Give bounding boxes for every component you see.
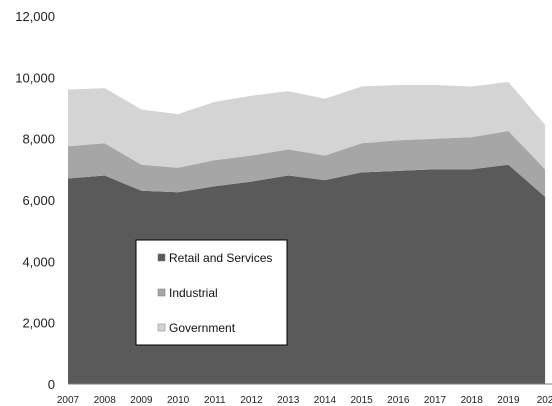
legend-label: Retail and Services <box>169 251 272 265</box>
y-tick-label: 8,000 <box>22 132 55 147</box>
x-tick-label: 2014 <box>314 395 337 406</box>
x-tick-label: 2011 <box>204 395 226 406</box>
legend-label: Government <box>169 321 236 335</box>
x-tick-label: 2019 <box>497 395 520 406</box>
y-tick-label: 10,000 <box>15 70 55 85</box>
y-tick-label: 12,000 <box>15 9 55 24</box>
x-tick-label: 2017 <box>424 395 447 406</box>
x-tick-label: 2007 <box>57 395 80 406</box>
legend-label: Industrial <box>169 286 218 300</box>
x-tick-label: 2015 <box>350 395 373 406</box>
y-tick-label: 6,000 <box>22 193 55 208</box>
legend-item-retail-and-services: Retail and Services <box>157 251 272 265</box>
chart-legend: Retail and Services Industrial Government <box>135 239 288 346</box>
legend-item-government: Government <box>157 321 236 335</box>
x-tick-label: 2009 <box>130 395 153 406</box>
legend-swatch <box>157 288 166 297</box>
x-tick-label: 2018 <box>461 395 484 406</box>
x-tick-label: 202 <box>537 395 552 406</box>
y-tick-label: 0 <box>48 377 55 392</box>
legend-swatch <box>157 323 166 332</box>
y-tick-label: 2,000 <box>22 316 55 331</box>
legend-swatch <box>157 253 166 262</box>
x-tick-label: 2013 <box>277 395 300 406</box>
x-tick-label: 2012 <box>240 395 263 406</box>
x-tick-label: 2016 <box>387 395 410 406</box>
x-tick-label: 2008 <box>94 395 117 406</box>
x-tick-label: 2010 <box>167 395 190 406</box>
y-tick-label: 4,000 <box>22 254 55 269</box>
axes-group: 0 2,000 4,000 6,000 8,000 10,000 12,000 2007 200… <box>15 9 552 406</box>
area-industrial <box>68 131 546 197</box>
legend-item-industrial: Industrial <box>157 286 218 300</box>
area-government <box>68 81 546 170</box>
